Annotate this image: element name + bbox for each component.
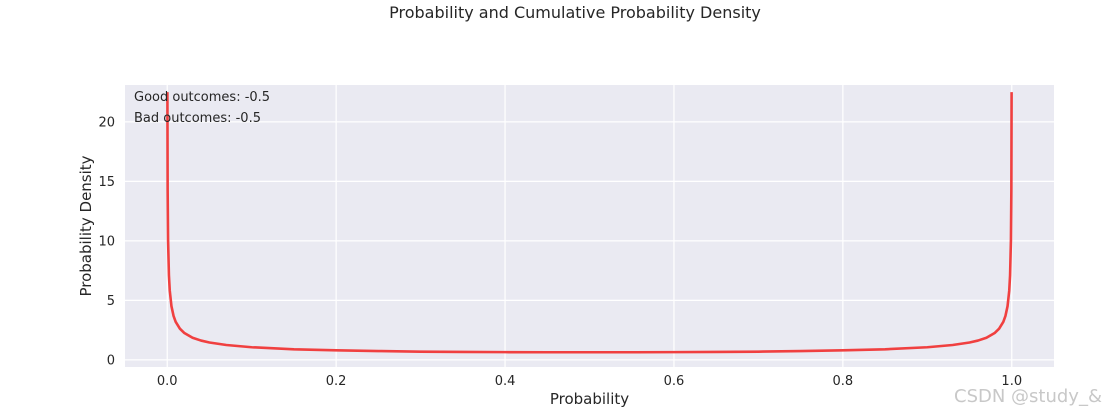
x-tick-label: 1.0 xyxy=(1001,374,1022,389)
y-tick-label: 5 xyxy=(107,294,115,309)
y-tick-label: 20 xyxy=(98,115,115,130)
x-tick-label: 0.2 xyxy=(326,374,347,389)
annotation-good-outcomes: Good outcomes: -0.5 xyxy=(134,90,270,105)
y-tick-label: 15 xyxy=(98,175,115,190)
x-tick-label: 0.6 xyxy=(664,374,685,389)
x-tick-label: 0.4 xyxy=(495,374,516,389)
y-tick-label: 10 xyxy=(98,234,115,249)
y-axis-ticks: 0 5 10 15 20 xyxy=(98,115,115,368)
series-line-0 xyxy=(166,92,1013,354)
series-layer xyxy=(166,92,1013,354)
annotation-bad-outcomes: Bad outcomes: -0.5 xyxy=(134,111,261,126)
y-tick-label: 0 xyxy=(107,353,115,368)
x-axis-label: Probability xyxy=(550,390,629,408)
chart-title: Probability and Cumulative Probability D… xyxy=(389,3,761,22)
x-tick-label: 0.0 xyxy=(157,374,178,389)
plot-area xyxy=(125,85,1054,367)
x-tick-label: 0.8 xyxy=(833,374,854,389)
y-axis-label: Probability Density xyxy=(77,155,95,296)
x-axis-ticks: 0.0 0.2 0.4 0.6 0.8 1.0 xyxy=(157,374,1022,389)
watermark: CSDN @study_& xyxy=(954,386,1102,407)
